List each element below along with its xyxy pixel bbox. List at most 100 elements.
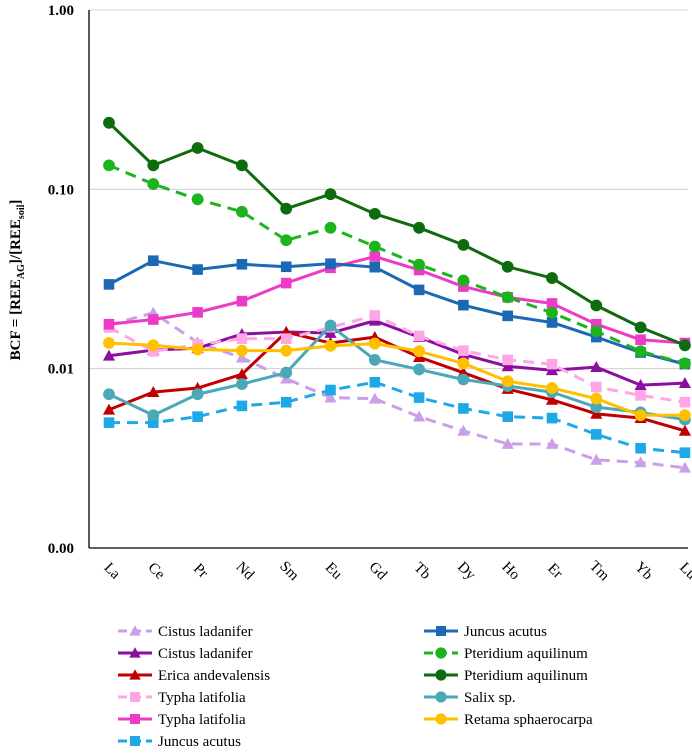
series-line [108, 164, 686, 365]
data-point [546, 272, 558, 284]
data-point [103, 159, 115, 172]
data-point [236, 344, 248, 357]
x-tick-label: Tm [586, 558, 612, 584]
data-point [501, 260, 514, 273]
data-point [590, 299, 603, 312]
series-retama-sphaerocarpa-solid [103, 337, 691, 422]
data-point [192, 264, 203, 275]
data-point [103, 318, 115, 330]
x-tick-label: Sm [276, 558, 302, 584]
data-point [502, 411, 513, 422]
data-point [191, 343, 204, 356]
data-point [369, 376, 381, 388]
data-point [457, 424, 470, 436]
data-point [457, 373, 470, 386]
data-point [591, 318, 602, 330]
series-cistus-ladanifer-dashed [102, 306, 691, 473]
x-tick-label: La [101, 560, 124, 583]
data-point [590, 407, 603, 419]
data-point [545, 364, 559, 376]
x-tick-label: Dy [454, 559, 479, 584]
legend-entry: Typha latifolia [118, 690, 246, 706]
data-point [590, 325, 603, 337]
data-point [148, 314, 159, 325]
data-point [192, 307, 203, 318]
data-point [413, 221, 425, 234]
data-point [502, 354, 513, 366]
data-point [236, 333, 248, 344]
legend-marker-swatch [435, 647, 447, 659]
data-point [148, 345, 159, 357]
data-point [635, 334, 646, 346]
data-point [634, 456, 647, 468]
legend-marker-swatch [436, 626, 446, 636]
legend-marker-swatch [435, 713, 447, 725]
data-point [280, 333, 292, 344]
y-tick-labels: 1.00 0.10 0.01 0.00 [48, 3, 74, 557]
legend-label: Typha latifolia [158, 712, 246, 728]
data-point [236, 295, 248, 307]
data-point [103, 417, 115, 428]
data-point [148, 255, 159, 266]
data-point [324, 319, 337, 332]
data-point [635, 442, 646, 454]
data-point [679, 396, 691, 408]
data-point [634, 321, 647, 334]
data-point [280, 234, 293, 247]
data-point [502, 310, 513, 322]
x-tick-label: Ho [498, 559, 522, 583]
legend-marker-swatch [130, 714, 140, 724]
data-point [590, 392, 603, 405]
data-point [236, 400, 248, 412]
data-point [457, 357, 470, 370]
series-line [108, 259, 686, 366]
data-point [501, 360, 514, 372]
legend-label: Typha latifolia [158, 690, 246, 706]
axes [88, 10, 688, 549]
series-pteridium-aquilinum-dashed [103, 159, 691, 370]
data-point [368, 337, 381, 350]
legend-label: Erica andevalensis [158, 668, 270, 684]
legend-marker-swatch [130, 736, 140, 746]
data-point [634, 378, 647, 390]
x-tick-label: Eu [322, 560, 345, 583]
data-point [413, 392, 425, 403]
legend-entry: Pteridium aquilinum [424, 668, 588, 684]
legend-label: Cistus ladanifer [158, 624, 253, 640]
legend-marker-swatch [129, 625, 141, 636]
x-tick-labels: La Ce Pr Nd Sm Eu Gd Tb Dy Ho Er Tm Yb Lu [101, 558, 692, 584]
data-point [413, 363, 425, 376]
data-point [192, 411, 203, 422]
data-point [634, 345, 647, 358]
data-point [102, 349, 116, 361]
y-axis-label-sub-ag: AG [16, 264, 27, 279]
data-point [236, 258, 248, 270]
data-point [191, 142, 204, 154]
series-pteridium-aquilinum-solid [103, 116, 691, 352]
x-tick-label: Pr [190, 561, 211, 582]
series-line [108, 255, 686, 345]
data-point [324, 188, 337, 201]
data-point [590, 401, 603, 414]
data-point [280, 344, 293, 357]
series-line [108, 311, 686, 470]
data-point [236, 159, 248, 172]
data-point [147, 159, 160, 172]
data-point [679, 447, 691, 458]
data-point [634, 409, 647, 422]
data-point [546, 412, 558, 424]
data-point [103, 116, 115, 129]
data-point [368, 353, 381, 366]
legend-label: Retama sphaerocarpa [464, 712, 593, 728]
legend-entry: Juncus acutus [118, 734, 241, 750]
data-point [368, 207, 381, 220]
series-juncus-acutus-dashed [103, 376, 691, 458]
y-axis-label-end: ] [8, 200, 24, 205]
data-point [191, 388, 204, 401]
data-point [546, 358, 558, 370]
data-point [324, 339, 337, 352]
data-point [103, 388, 115, 401]
legend-marker-swatch [435, 669, 447, 681]
